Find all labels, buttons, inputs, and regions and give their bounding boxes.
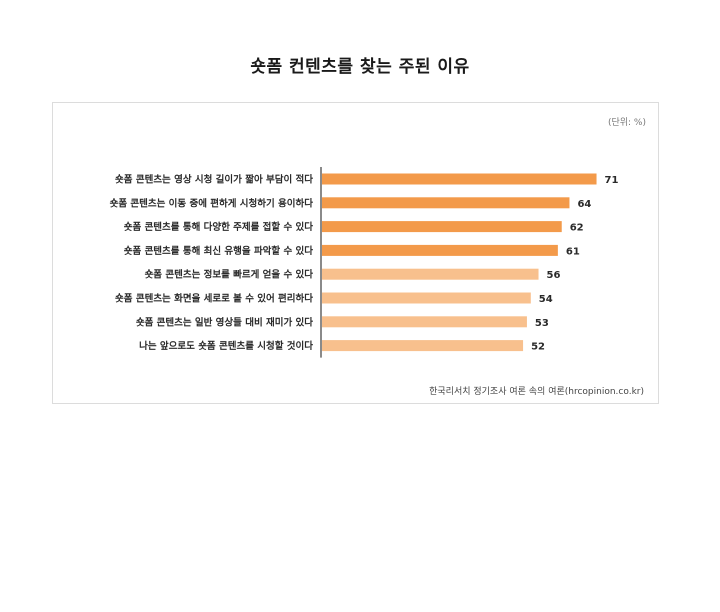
bar xyxy=(322,221,562,233)
value-label: 52 xyxy=(531,342,545,353)
bar xyxy=(322,268,539,280)
chart-title: 숏폼 컨텐츠를 찾는 주된 이유 xyxy=(250,57,470,77)
unit-label: (단위: %) xyxy=(607,118,646,128)
value-label: 71 xyxy=(605,175,619,186)
bar xyxy=(322,292,531,304)
category-label: 숏폼 콘텐츠는 일반 영상들 대비 재미가 있다 xyxy=(136,316,313,328)
category-label: 숏폼 콘텐츠는 영상 시청 길이가 짧아 부담이 적다 xyxy=(115,174,313,186)
bar xyxy=(322,316,527,328)
bar xyxy=(322,340,524,352)
value-label: 56 xyxy=(547,270,561,281)
category-label: 숏폼 콘텐츠는 화면을 세로로 볼 수 있어 편리하다 xyxy=(115,293,313,305)
value-label: 53 xyxy=(535,318,549,329)
category-label: 숏폼 콘텐츠를 통해 다양한 주제를 접할 수 있다 xyxy=(124,221,313,233)
category-label: 숏폼 콘텐츠는 정보를 빠르게 얻을 수 있다 xyxy=(145,269,314,281)
value-label: 62 xyxy=(570,223,584,234)
bar xyxy=(322,173,597,185)
source-note: 한국리서치 정기조사 여론 속의 여론(hrcopinion.co.kr) xyxy=(429,387,644,397)
bar xyxy=(322,244,558,256)
chart-panel: (단위: %) 숏폼 콘텐츠는 영상 시청 길이가 짧아 부담이 적다 71 숏폼 … xyxy=(52,102,659,404)
category-label: 숏폼 콘텐츠는 이동 중에 편하게 시청하기 용이하다 xyxy=(110,197,314,209)
value-label: 54 xyxy=(539,294,553,305)
category-label: 나는 앞으로도 숏폼 콘텐츠를 시청할 것이다 xyxy=(139,340,313,352)
value-label: 64 xyxy=(577,199,591,210)
bar xyxy=(322,197,570,209)
category-label: 숏폼 콘텐츠를 통해 최신 유행을 파악할 수 있다 xyxy=(124,245,313,257)
bar-chart: 숏폼 콘텐츠는 영상 시청 길이가 짧아 부담이 적다 71 숏폼 콘텐츠는 이동 … xyxy=(110,167,619,358)
value-label: 61 xyxy=(566,246,580,257)
